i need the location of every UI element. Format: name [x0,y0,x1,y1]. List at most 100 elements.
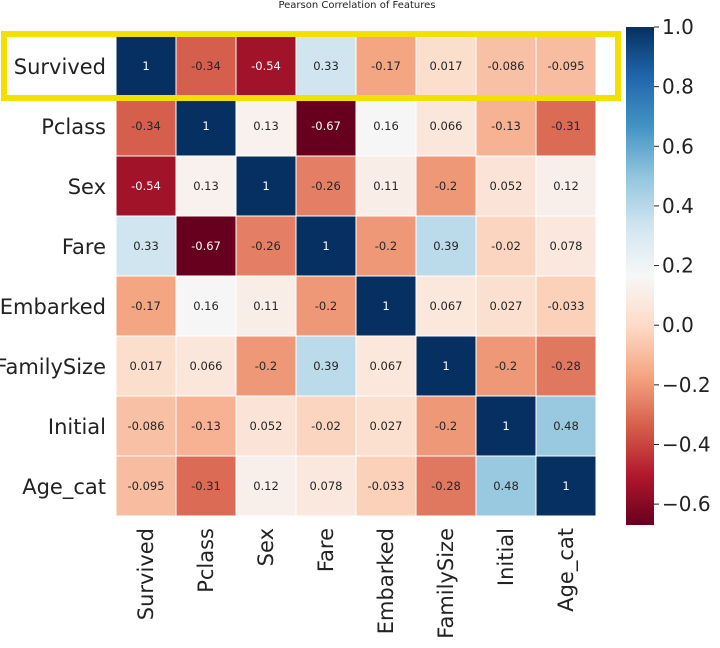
cell-value-label: 0.48 [553,419,579,433]
colorbar: 1.0 0.8 0.6 0.4 0.2 0.0 −0.2 −0.4 −0.6 [626,15,711,525]
cell-value-label: -0.2 [315,299,337,313]
column-label: Embarked [374,528,398,634]
cell-value-label: 0.16 [373,119,399,133]
heatmap-cell [355,455,417,517]
heatmap-cell [535,155,597,217]
cell-value-label: -0.033 [547,299,584,313]
heatmap-cell [355,215,417,277]
colorbar-tick-label: 0.4 [662,194,694,218]
column-label: Initial [494,528,518,586]
heatmap-cell [415,155,477,217]
row-label: Pclass [41,115,106,139]
heatmap-cell [535,275,597,337]
heatmap-cell [175,335,237,397]
cell-value-label: 0.33 [133,239,159,253]
cell-value-label: 0.39 [313,359,339,373]
row-labels: Survived Pclass Sex Fare Embarked FamilySize I… [0,55,106,500]
column-label: FamilySize [434,528,458,639]
row-label: Embarked [0,295,106,319]
colorbar-tick-label: −0.6 [662,492,711,516]
highlight-rectangle [1,31,621,101]
heatmap-cell [235,395,297,457]
cell-value-label: -0.28 [551,359,581,373]
cell-value-label: 1 [142,59,149,73]
cell-value-label: -0.54 [131,179,161,193]
cell-value-label: 0.052 [250,419,283,433]
heatmap-cell [475,395,537,457]
heatmap-cell [115,395,177,457]
cell-value-label: -0.02 [311,419,341,433]
cell-value-label: 0.11 [373,179,399,193]
cell-value-label: -0.2 [495,359,517,373]
cell-value-label: 1 [442,359,449,373]
heatmap-cell [235,455,297,517]
column-label: Fare [314,528,338,572]
column-label: Survived [134,528,158,620]
cell-value-label: 1 [502,419,509,433]
column-label: Age_cat [554,528,579,612]
heatmap-cell [475,215,537,277]
cell-value-label: 0.066 [430,119,463,133]
heatmap-cell [115,455,177,517]
cell-value-label: 0.067 [370,359,403,373]
heatmap-cell [295,95,357,157]
chart-title: Pearson Correlation of Features [278,0,435,11]
colorbar-tick-label: 0.0 [662,313,694,337]
heatmap-cell [235,155,297,217]
heatmap-cell [415,335,477,397]
heatmap-cell [535,455,597,517]
cell-value-label: 0.017 [430,59,463,73]
heatmap-cell [355,275,417,337]
heatmap-cell [295,215,357,277]
colorbar-gradient [626,27,654,525]
column-labels: Survived Pclass Sex Fare Embarked FamilySize I… [134,528,579,639]
heatmap-cell [115,35,177,97]
colorbar-tick-label: 1.0 [662,15,694,39]
colorbar-tick-label: 0.6 [662,134,694,158]
heatmap-cell [415,455,477,517]
heatmap-cell [115,155,177,217]
heatmap-cell [475,155,537,217]
cell-value-label: 0.11 [253,299,279,313]
cell-value-label: -0.17 [131,299,161,313]
cell-value-label: -0.13 [191,419,221,433]
cell-value-label: -0.2 [255,359,277,373]
cell-value-label: -0.2 [375,239,397,253]
cell-value-label: 0.052 [490,179,523,193]
colorbar-tick-label: 0.8 [662,75,694,99]
cell-value-label: 1 [322,239,329,253]
cell-value-label: -0.31 [191,479,221,493]
heatmap-cell [355,395,417,457]
highlight-box [1,31,621,101]
heatmap-cell [355,335,417,397]
cell-value-label: -0.2 [435,179,457,193]
cell-value-label: 0.027 [370,419,403,433]
cell-value-label: 0.027 [490,299,523,313]
heatmap-cell [295,155,357,217]
cell-value-label: 1 [562,479,569,493]
cell-value-label: -0.26 [251,239,281,253]
heatmap-cell [535,395,597,457]
colorbar-tick-label: 0.2 [662,254,694,278]
cell-value-label: -0.54 [251,59,281,73]
colorbar-tick-label: −0.2 [662,373,711,397]
heatmap-cells: 1 -0.34 -0.54 0.33 -0.17 0.017 -0.086 -0.095 -0.… [115,35,597,517]
heatmap-cell [175,35,237,97]
cell-value-label: -0.34 [131,119,161,133]
heatmap-cell [535,335,597,397]
cell-value-label: -0.26 [311,179,341,193]
cell-value-label: -0.13 [491,119,521,133]
cell-value-label: -0.095 [547,59,584,73]
cell-value-label: -0.033 [367,479,404,493]
cell-value-label: 0.12 [553,179,579,193]
heatmap-cell [475,275,537,337]
row-label: Sex [68,175,106,199]
heatmap-cell [415,395,477,457]
cell-value-label: -0.31 [551,119,581,133]
row-label: Survived [14,55,106,79]
cell-value-label: -0.086 [487,59,524,73]
heatmap-cell [355,155,417,217]
heatmap-cell [535,95,597,157]
heatmap-cell [415,35,477,97]
